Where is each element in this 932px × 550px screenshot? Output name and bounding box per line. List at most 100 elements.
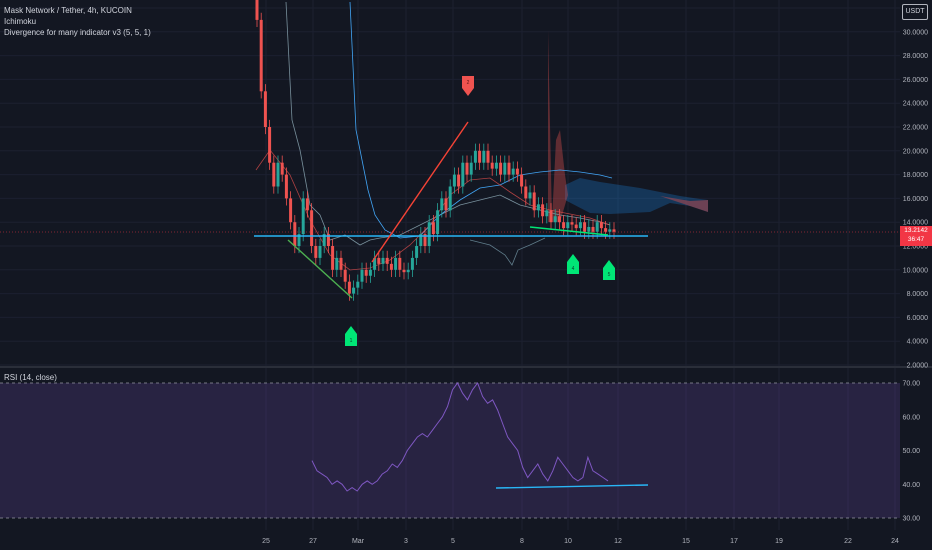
candle-body	[389, 263, 393, 270]
price-tick-label: 12.0000	[903, 244, 928, 251]
candle-body	[268, 127, 272, 163]
candle-body	[364, 269, 368, 276]
marker-2-label: 2	[467, 80, 470, 86]
currency-badge[interactable]: USDT	[902, 4, 928, 20]
rsi-tick-label: 70.00	[902, 381, 920, 388]
candle-body	[478, 150, 482, 163]
candle-body	[259, 19, 263, 92]
candle-body	[310, 210, 314, 246]
candle-body	[301, 198, 305, 235]
time-tick-label: 5	[451, 538, 455, 545]
trend-green-down[interactable]	[287, 239, 353, 299]
candle-body	[511, 168, 515, 175]
candle-body	[452, 174, 456, 187]
candle-body	[381, 257, 385, 264]
price-axis: 2.0000 4.0000 6.0000 8.0000 10.0000 12.0000 14…	[903, 6, 928, 370]
chart-legend: Mask Network / Tether, 4h, KUCOIN Ichimo…	[4, 5, 151, 38]
marker-2[interactable]: 2	[462, 76, 474, 96]
price-tick-label: 6.0000	[907, 315, 929, 322]
rsi-trend-line[interactable]	[495, 484, 649, 489]
symbol-title[interactable]: Mask Network / Tether, 4h, KUCOIN	[4, 6, 132, 15]
trend-green-right[interactable]	[529, 226, 609, 236]
price-tick-label: 10.0000	[903, 267, 928, 274]
candle-body	[545, 210, 549, 217]
candle-body	[318, 246, 322, 258]
price-tick-label: 26.0000	[903, 77, 928, 84]
candle-body	[293, 222, 297, 246]
candle-body	[465, 162, 469, 175]
last-price-countdown: 36:47	[907, 236, 925, 243]
candle-body	[314, 246, 318, 258]
candle-body	[289, 198, 293, 223]
time-axis: 25 27 Mar 3 5 8 10 12 15 17 19 22 24	[262, 538, 899, 545]
rsi-line	[311, 381, 609, 492]
candle-body	[280, 162, 284, 175]
price-tick-label: 2.0000	[907, 363, 929, 370]
price-tick-label: 8.0000	[907, 291, 929, 298]
candle-body	[322, 234, 326, 246]
marker-1-label: 1	[350, 338, 353, 344]
price-tick-label: 4.0000	[907, 339, 929, 346]
time-tick-label: 3	[404, 538, 408, 545]
candle-body	[423, 234, 427, 246]
divergence-indicator-label[interactable]: Divergence for many indicator v3 (5, 5, …	[4, 28, 151, 37]
ichimoku-cloud	[565, 178, 708, 214]
candle-body	[473, 150, 477, 163]
time-tick-label: 19	[775, 538, 783, 545]
ichimoku-cloud-spike	[548, 30, 568, 222]
candle-body	[503, 162, 507, 175]
candle-body	[448, 186, 452, 211]
candle-body	[557, 216, 561, 223]
time-tick-label: 24	[891, 538, 899, 545]
rsi-tick-label: 40.00	[902, 482, 920, 489]
candle-body	[276, 162, 280, 187]
candle-body	[339, 257, 343, 270]
candle-body	[398, 257, 402, 270]
candle-body	[578, 222, 582, 229]
candle-body	[528, 192, 532, 199]
time-tick-label: 12	[614, 538, 622, 545]
candle-body	[335, 257, 339, 270]
candle-body	[331, 246, 335, 270]
price-tick-label: 14.0000	[903, 220, 928, 227]
candle-body	[406, 269, 410, 273]
time-tick-label: 25	[262, 538, 270, 545]
candle-body	[591, 226, 595, 232]
candle-body	[587, 226, 591, 232]
time-tick-label: Mar	[352, 538, 365, 545]
candle-body	[541, 204, 545, 217]
candle-body	[457, 174, 461, 187]
candle-body	[482, 150, 486, 163]
rsi-tick-label: 30.00	[902, 516, 920, 523]
candle-body	[255, 0, 259, 20]
candle-body	[583, 222, 587, 232]
candle-body	[305, 198, 309, 211]
candle-body	[444, 198, 448, 211]
time-tick-label: 15	[682, 538, 690, 545]
candle-body	[570, 222, 574, 225]
candle-body	[436, 210, 440, 235]
candle-body	[377, 257, 381, 264]
ichimoku-indicator-label[interactable]: Ichimoku	[4, 17, 37, 26]
price-tick-label: 16.0000	[903, 196, 928, 203]
candle-body	[368, 269, 372, 276]
rsi-axis: 30.00 40.00 50.00 60.00 70.00	[902, 381, 920, 523]
candle-body	[520, 174, 524, 187]
grid-lines	[0, 0, 900, 530]
candle-body	[507, 162, 511, 175]
candle-body	[415, 246, 419, 258]
rsi-indicator-label[interactable]: RSI (14, close)	[4, 373, 57, 382]
marker-1[interactable]: 1	[345, 326, 357, 346]
candle-body	[347, 281, 351, 294]
marker-4[interactable]: 4	[567, 254, 579, 274]
trend-red-up[interactable]	[371, 121, 469, 263]
candle-body	[284, 174, 288, 199]
time-tick-label: 10	[564, 538, 572, 545]
candle-body	[515, 168, 519, 175]
candle-body	[394, 257, 398, 270]
price-tick-label: 28.0000	[903, 53, 928, 60]
candle-body	[574, 224, 578, 229]
marker-5[interactable]: 5	[603, 260, 615, 280]
candle-body	[440, 198, 444, 211]
